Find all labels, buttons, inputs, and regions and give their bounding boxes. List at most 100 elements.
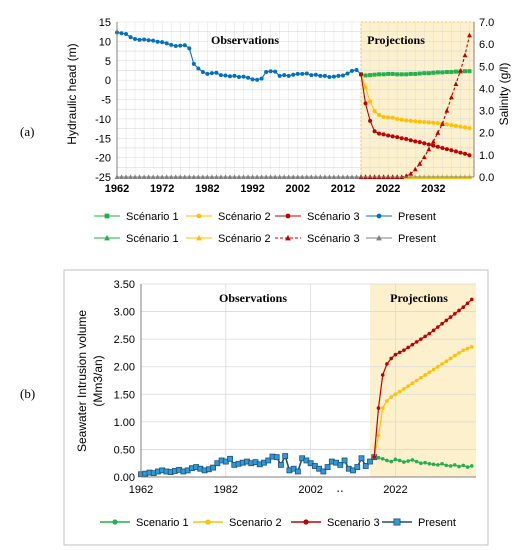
legend-marker: [393, 518, 401, 526]
data-point-s1: [386, 71, 391, 76]
y-tick-label: 1.00: [114, 417, 135, 429]
data-point-present: [142, 37, 147, 42]
data-point-present: [128, 35, 133, 40]
data-point-s1: [372, 72, 377, 77]
y-axis-title: Seawater Intrusion volume (Mm3/an): [75, 310, 105, 452]
data-point-s1: [399, 72, 404, 77]
data-point-s1: [376, 455, 381, 460]
data-point-s2: [440, 362, 444, 366]
data-point-sal_s3: [408, 171, 414, 176]
data-point-s3: [395, 135, 400, 140]
data-point-s3: [404, 137, 409, 142]
data-point-sal_s3: [453, 81, 459, 86]
marker-box: [367, 458, 373, 465]
data-point-present: [341, 457, 348, 464]
data-point-present: [205, 71, 210, 76]
legend-label-sal_present: Present: [398, 233, 436, 245]
data-point-present: [304, 71, 309, 76]
data-point-s1: [408, 71, 413, 76]
data-point-s3: [414, 340, 419, 344]
data-point-s1: [444, 463, 449, 468]
data-point-present: [340, 73, 345, 78]
data-point-s1: [406, 459, 410, 463]
data-point-s2: [417, 119, 422, 124]
data-point-s2: [431, 367, 436, 372]
data-point-s2: [427, 370, 432, 375]
data-point-s2: [444, 122, 449, 127]
data-point-s1: [423, 460, 427, 465]
data-point-s3: [440, 145, 445, 150]
data-point-present: [196, 66, 201, 71]
data-point-s1: [402, 460, 406, 464]
data-point-s2: [426, 120, 431, 125]
legend-label-sal_s3: Scénario 3: [307, 233, 360, 245]
data-point-s3: [410, 342, 415, 347]
x-tick-label: 1992: [240, 183, 264, 195]
data-point-s1: [440, 70, 445, 75]
data-point-s1: [452, 463, 457, 467]
legend-marker: [112, 519, 118, 525]
legend-marker: [196, 213, 202, 219]
data-point-present: [324, 464, 331, 470]
data-point-sal_s3: [421, 154, 427, 160]
data-point-present: [218, 73, 223, 78]
data-point-present: [173, 44, 178, 49]
y2-tick-label: 0.0: [479, 172, 494, 184]
tick-labels: 15 10 5 0 -5 -10 -15 -20 -25 7.0 6.0 5.0 4.0 3.0 2.0 1.…: [95, 17, 494, 195]
data-point-s2: [423, 373, 427, 377]
data-point-s3: [444, 318, 449, 323]
data-point-s1: [368, 73, 373, 78]
data-point-s2: [397, 389, 402, 394]
data-point-s2: [448, 356, 453, 361]
data-point-present: [210, 464, 216, 471]
data-point-s2: [469, 345, 474, 349]
marker-box: [341, 457, 348, 464]
data-point-present: [133, 37, 138, 42]
data-point-present: [264, 69, 269, 74]
data-point-sal_s3: [467, 32, 472, 38]
data-point-present: [209, 71, 214, 76]
data-point-s2: [452, 353, 457, 358]
data-point-s3: [467, 153, 472, 158]
data-point-present: [336, 73, 341, 78]
data-point-s2: [458, 124, 463, 129]
projections-label: Projections: [367, 33, 425, 47]
data-point-present: [268, 69, 273, 74]
data-point-s2: [386, 115, 391, 120]
data-point-present: [119, 31, 124, 36]
data-point-present: [182, 43, 187, 48]
data-point-s2: [413, 119, 418, 124]
data-point-s3: [413, 139, 418, 144]
y-tick-label: 5: [105, 56, 111, 68]
data-point-s3: [465, 301, 470, 306]
data-point-s1: [395, 72, 400, 77]
x-tick-label: 1982: [214, 484, 238, 496]
data-point-s3: [408, 138, 413, 143]
data-point-s3: [461, 305, 466, 309]
data-point-present: [223, 73, 228, 78]
gridlines: [116, 21, 474, 178]
y-tick-label: 0.50: [114, 444, 135, 456]
y-tick-label: -20: [95, 153, 111, 165]
legend-marker: [285, 234, 291, 241]
y-tick-label: 3.50: [114, 279, 135, 291]
data-point-present: [169, 42, 174, 47]
data-point-present: [291, 72, 296, 77]
observations-label: Observations: [219, 291, 287, 305]
data-point-present: [214, 70, 219, 75]
data-point-present: [358, 455, 365, 462]
data-point-s2: [465, 346, 470, 351]
data-point-s1: [385, 458, 389, 463]
series-layer: [138, 297, 474, 478]
data-point-s3: [453, 149, 458, 154]
data-point-s2: [435, 121, 440, 126]
data-point-s1: [393, 457, 398, 462]
data-point-s1: [426, 71, 431, 76]
y-tick-label: 15: [99, 17, 111, 29]
data-point-present: [313, 72, 318, 77]
marker-box: [278, 461, 284, 468]
data-point-s2: [431, 120, 436, 125]
data-point-s2: [461, 348, 466, 352]
